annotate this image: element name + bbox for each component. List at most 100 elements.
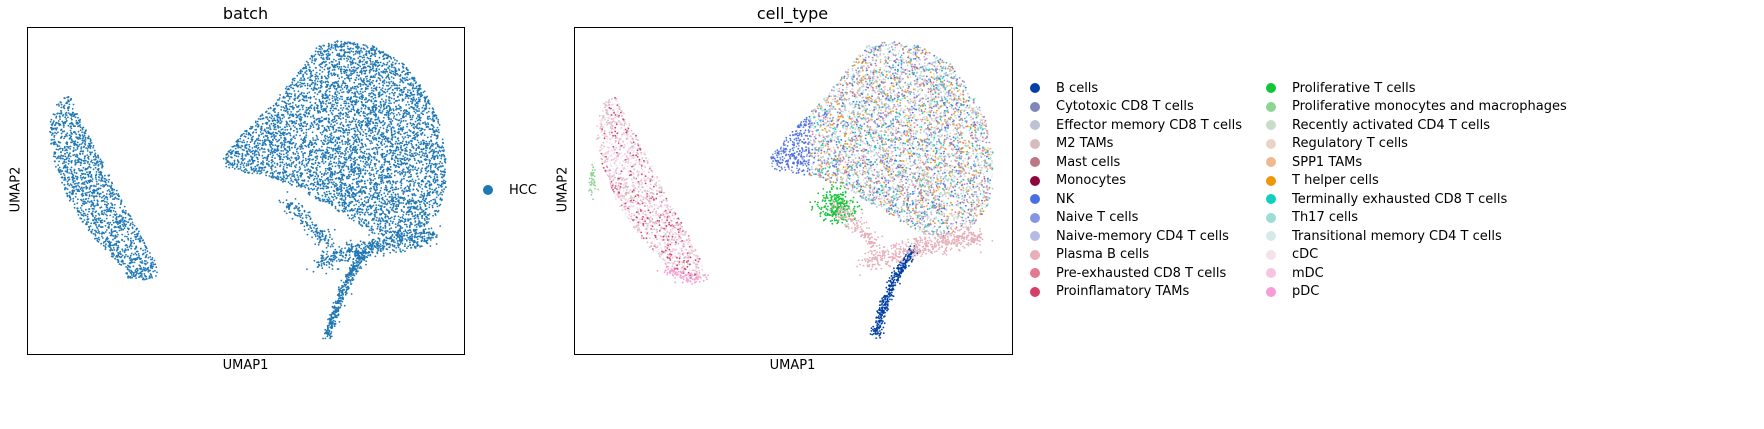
scatter-point — [353, 100, 355, 102]
scatter-point — [318, 45, 321, 48]
scatter-point — [347, 214, 349, 217]
scatter-point — [322, 102, 325, 105]
scatter-point — [338, 45, 341, 48]
scatter-point — [347, 190, 350, 193]
scatter-point — [402, 192, 405, 194]
scatter-point — [406, 200, 409, 203]
scatter-point — [408, 169, 411, 172]
scatter-point — [288, 116, 291, 119]
scatter-point — [388, 161, 390, 164]
scatter-point — [277, 112, 280, 114]
scatter-point — [352, 47, 354, 50]
scatter-point — [407, 94, 410, 97]
scatter-point — [384, 53, 386, 56]
scatter-point — [300, 77, 302, 80]
scatter-point — [309, 84, 311, 87]
scatter-point — [327, 83, 329, 86]
scatter-point — [333, 107, 336, 110]
scatter-point — [309, 105, 312, 108]
scatter-point — [333, 84, 335, 87]
scatter-point — [344, 196, 347, 199]
scatter-point — [335, 95, 338, 98]
scatter-point — [333, 181, 335, 184]
scatter-point — [332, 73, 335, 76]
scatter-point — [402, 112, 405, 115]
scatter-point — [308, 152, 311, 155]
scatter-point — [436, 205, 439, 208]
scatter-point — [396, 124, 399, 126]
scatter-point — [335, 98, 338, 100]
scatter-point — [373, 114, 376, 117]
scatter-point — [417, 184, 420, 187]
scatter-point — [375, 137, 378, 140]
scatter-point — [360, 70, 362, 73]
scatter-point — [356, 90, 358, 93]
scatter-point — [341, 124, 344, 126]
scatter-point — [329, 136, 331, 138]
scatter-point — [317, 128, 320, 130]
scatter-point — [377, 220, 380, 222]
scatter-point — [374, 55, 377, 58]
scatter-point — [418, 100, 421, 103]
scatter-point — [424, 152, 427, 155]
scatter-point — [281, 161, 284, 164]
scatter-point — [437, 120, 439, 123]
scatter-point — [280, 141, 283, 144]
scatter-point — [317, 50, 320, 53]
scatter-point — [398, 196, 400, 199]
scatter-point — [290, 86, 292, 89]
scatter-point — [423, 199, 426, 202]
scatter-point — [354, 151, 356, 154]
scatter-point — [382, 127, 385, 130]
scatter-point — [423, 128, 426, 131]
scatter-point — [368, 71, 371, 74]
scatter-point — [404, 97, 407, 99]
scatter-point — [435, 114, 438, 117]
scatter-point — [251, 152, 254, 155]
scatter-point — [229, 149, 232, 151]
scatter-point — [328, 62, 331, 64]
scatter-point — [288, 92, 291, 95]
scatter-point — [337, 80, 340, 83]
scatter-point — [367, 201, 370, 204]
scatter-point — [338, 204, 341, 207]
scatter-point — [302, 154, 304, 157]
scatter-point — [388, 163, 391, 166]
scatter-point — [321, 194, 324, 197]
scatter-point — [334, 120, 337, 123]
scatter-point — [351, 135, 354, 138]
scatter-point — [424, 219, 426, 222]
scatter-point — [314, 156, 317, 158]
scatter-point — [426, 136, 429, 139]
scatter-point — [387, 200, 390, 203]
scatter-point — [371, 127, 374, 130]
scatter-point — [325, 64, 327, 66]
scatter-point — [330, 134, 333, 137]
scatter-point — [318, 148, 321, 150]
scatter-point — [348, 51, 351, 54]
scatter-point — [239, 167, 242, 170]
scatter-point — [273, 110, 275, 112]
scatter-point — [280, 146, 283, 149]
scatter-point — [279, 161, 282, 164]
scatter-point — [424, 169, 427, 172]
scatter-point — [333, 87, 336, 90]
scatter-point — [389, 220, 392, 223]
scatter-point — [340, 121, 343, 124]
scatter-point — [231, 162, 234, 165]
scatter-point — [330, 156, 332, 159]
scatter-point — [332, 100, 334, 102]
scatter-point — [436, 173, 438, 176]
scatter-point — [398, 113, 401, 116]
scatter-point — [394, 100, 397, 102]
scatter-point — [305, 73, 308, 75]
scatter-point — [416, 175, 419, 178]
scatter-point — [285, 104, 287, 107]
scatter-point — [403, 190, 406, 193]
scatter-point — [319, 100, 322, 103]
scatter-point — [310, 141, 313, 144]
scatter-point — [245, 147, 248, 150]
scatter-point — [342, 117, 345, 119]
scatter-point — [333, 96, 335, 98]
scatter-point — [424, 211, 427, 214]
